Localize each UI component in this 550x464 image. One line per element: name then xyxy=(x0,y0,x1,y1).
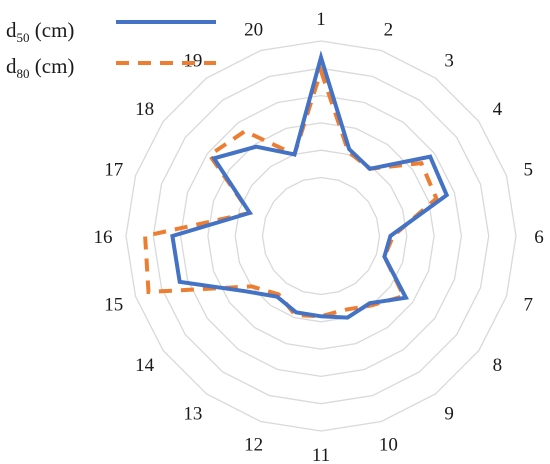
category-label-16: 16 xyxy=(94,227,113,248)
radar-series xyxy=(143,50,450,320)
grid-ring-0 xyxy=(261,176,381,296)
category-label-9: 9 xyxy=(444,403,454,424)
legend-item-d80: d80 (cm) xyxy=(6,54,216,81)
category-label-7: 7 xyxy=(524,294,534,315)
grid-ring-3 xyxy=(179,94,463,378)
category-label-18: 18 xyxy=(135,99,154,120)
category-label-5: 5 xyxy=(524,160,534,181)
grid-ring-5 xyxy=(125,40,517,432)
series-line-d80 xyxy=(143,64,439,319)
category-label-6: 6 xyxy=(534,227,544,248)
category-labels: 1234567891011121314151617181920 xyxy=(94,9,544,464)
legend-item-d50: d50 (cm) xyxy=(6,18,216,45)
grid-ring-2 xyxy=(207,122,435,350)
category-label-14: 14 xyxy=(135,355,155,376)
category-label-20: 20 xyxy=(244,20,263,41)
category-label-15: 15 xyxy=(104,294,123,315)
category-label-4: 4 xyxy=(493,99,503,120)
grid-ring-4 xyxy=(152,67,490,405)
legend-label-d80: d80 (cm) xyxy=(6,54,74,81)
legend-label-d50: d50 (cm) xyxy=(6,18,74,45)
category-label-11: 11 xyxy=(312,445,330,464)
legend: d50 (cm) d80 (cm) xyxy=(6,18,216,81)
grid-ring-1 xyxy=(234,149,408,323)
category-label-12: 12 xyxy=(244,434,263,455)
category-label-8: 8 xyxy=(493,355,503,376)
category-label-13: 13 xyxy=(183,403,202,424)
category-label-17: 17 xyxy=(104,160,123,181)
category-label-10: 10 xyxy=(379,434,398,455)
category-label-3: 3 xyxy=(444,51,454,72)
radar-grid xyxy=(125,40,517,432)
series-line-d50 xyxy=(170,50,450,320)
category-label-1: 1 xyxy=(316,9,326,30)
category-label-2: 2 xyxy=(384,20,394,41)
